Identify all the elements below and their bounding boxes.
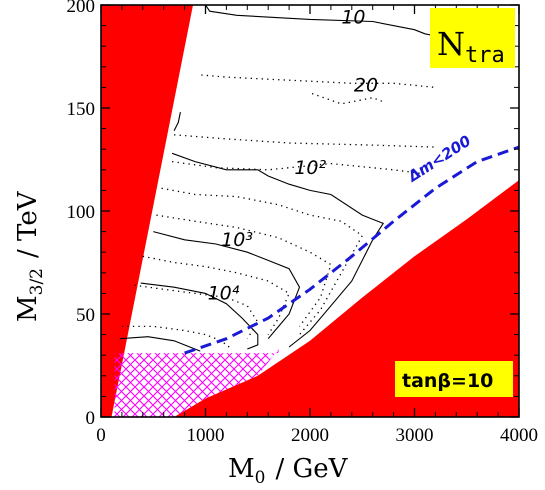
contour-label-10: 10 [341, 7, 365, 29]
hatched-region [114, 349, 279, 417]
contour-line-10² [171, 152, 385, 348]
param-badge-label: tanβ=10 [402, 370, 493, 392]
contour-label-10²: 10² [294, 157, 326, 179]
y-axis-title: M3/2 / TeV [13, 190, 47, 322]
title-badge-background [430, 8, 515, 68]
svg-text:Ntra: Ntra [437, 25, 505, 68]
contour-line-20 [201, 74, 436, 89]
x-tick-label: 4000 [500, 425, 538, 446]
hatched-area [114, 349, 279, 417]
y-axis-unit: / TeV [13, 190, 43, 258]
title-badge-sub: tra [465, 43, 505, 68]
x-axis-symbol: M [228, 454, 255, 484]
dashed-boundary-line [184, 145, 519, 355]
param-badge-background [395, 361, 513, 397]
contour-labels: 10 20 10² 10³ 10⁴ [208, 7, 378, 305]
contour-line-unlabeled-13 [119, 336, 201, 352]
excluded-regions [101, 5, 519, 417]
x-axis-title: M0 / GeV [228, 454, 349, 488]
x-tick-label: 3000 [396, 425, 434, 446]
y-axis-subscript: 3/2 [27, 268, 47, 295]
y-tick-label: 100 [67, 202, 96, 223]
y-tick-label: 50 [76, 305, 95, 326]
contour-label-10⁴: 10⁴ [208, 283, 240, 305]
region-excluded-left [101, 5, 193, 417]
y-tick-label: 150 [67, 99, 96, 120]
contour-label-10³: 10³ [221, 229, 253, 251]
y-tick-label: 200 [67, 0, 96, 17]
param-badge: tanβ=10 [395, 361, 513, 397]
region-excluded-right [174, 180, 519, 417]
x-tick-label: 0 [96, 425, 106, 446]
x-tick-label: 1000 [187, 425, 225, 446]
contour-line-10³ [153, 231, 301, 340]
contour-label-20: 20 [354, 75, 378, 97]
x-axis-subscript: 0 [255, 468, 266, 488]
contour-lines [119, 5, 446, 352]
x-axis-unit: / GeV [275, 454, 348, 484]
y-axis-symbol: M [13, 295, 43, 322]
title-badge: Ntra [430, 8, 515, 68]
title-badge-main: N [437, 25, 465, 63]
contour-line-unlabeled-2 [173, 111, 181, 131]
axis-ticks: 0 1000 2000 3000 4000 0 50 100 150 200 [67, 0, 539, 446]
y-tick-label: 0 [86, 408, 96, 429]
contour-line-10⁴ [140, 282, 259, 350]
x-tick-label: 2000 [291, 425, 329, 446]
